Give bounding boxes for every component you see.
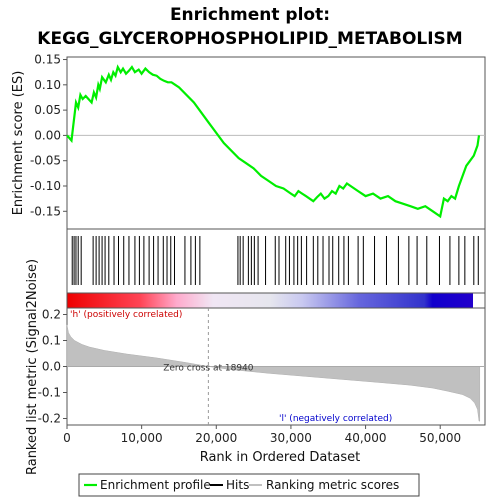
positive-correlation-label: 'h' (positively correlated) xyxy=(70,310,182,320)
rank-color-bar xyxy=(67,293,473,308)
metric-y-tick-label: 0.0 xyxy=(42,360,61,374)
x-tick-label: 30,000 xyxy=(270,431,312,445)
x-tick-label: 50,000 xyxy=(419,431,461,445)
x-tick-label: 10,000 xyxy=(121,431,163,445)
es-panel-frame xyxy=(66,56,486,230)
es-y-axis-label: Enrichment score (ES) xyxy=(11,71,26,216)
metric-y-tick-label: 0.2 xyxy=(42,308,61,322)
hits-marks xyxy=(71,236,479,285)
es-y-ticks: -0.15 -0.10 -0.05 0.00 0.05 0.10 0.15 xyxy=(30,53,67,218)
legend-enrichment-label: Enrichment profile xyxy=(100,478,211,492)
metric-y-tick-label: -0.2 xyxy=(38,412,61,426)
chart-title-line1: Enrichment plot: xyxy=(170,5,330,25)
x-axis-ticks: 0 10,000 20,000 30,000 40,000 50,000 xyxy=(63,425,461,445)
x-tick-label: 40,000 xyxy=(345,431,387,445)
zero-cross-label: Zero cross at 18940 xyxy=(163,364,254,374)
chart-title-line2: KEGG_GLYCEROPHOSPHOLIPID_METABOLISM xyxy=(37,29,462,49)
legend-hits-label: Hits xyxy=(226,478,249,492)
es-y-tick-label: 0.10 xyxy=(34,78,61,92)
metric-y-tick-label: -0.1 xyxy=(38,386,61,400)
ranking-metric-area xyxy=(66,324,481,422)
hits-panel-frame xyxy=(66,228,486,294)
x-tick-label: 0 xyxy=(63,431,71,445)
metric-y-axis-label: Ranked list metric (Signal2Noise) xyxy=(25,259,40,475)
es-y-tick-label: -0.15 xyxy=(30,204,61,218)
es-y-tick-label: 0.15 xyxy=(34,53,61,67)
x-axis-label: Rank in Ordered Dataset xyxy=(200,450,361,465)
es-y-tick-label: -0.10 xyxy=(30,179,61,193)
enrichment-profile-line xyxy=(66,64,481,219)
es-y-tick-label: -0.05 xyxy=(30,154,61,168)
legend-metric-label: Ranking metric scores xyxy=(266,478,399,492)
es-y-tick-label: 0.05 xyxy=(34,103,61,117)
negative-correlation-label: 'l' (negatively correlated) xyxy=(279,414,392,424)
es-y-tick-label: 0.00 xyxy=(34,128,61,142)
x-tick-label: 20,000 xyxy=(195,431,237,445)
metric-y-ticks: -0.2 -0.1 0.0 0.1 0.2 xyxy=(38,308,67,426)
metric-y-tick-label: 0.1 xyxy=(42,334,61,348)
